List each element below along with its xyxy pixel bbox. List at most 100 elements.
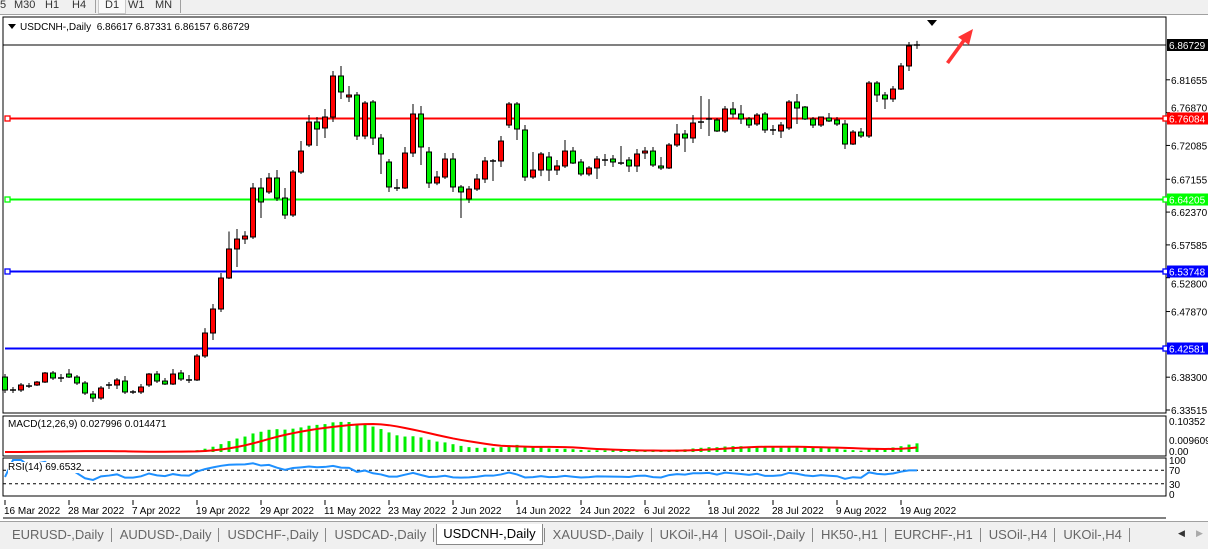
price-tick-label: 6.47870 bbox=[1171, 308, 1208, 319]
candle-bullish bbox=[226, 248, 232, 279]
candle-bullish bbox=[506, 103, 512, 126]
candle-bullish bbox=[778, 124, 784, 132]
tab-separator bbox=[811, 528, 813, 542]
chart-canvas[interactable]: 6.81655 6.76870 6.72085 6.67155 6.62370 6.575… bbox=[0, 0, 1208, 521]
candle-bullish bbox=[210, 308, 216, 334]
chart-tab[interactable]: EURCHF-,H1 bbox=[894, 527, 973, 542]
date-tick-label: 29 Apr 2022 bbox=[260, 506, 314, 517]
date-tick-label: 18 Jul 2022 bbox=[708, 506, 760, 517]
price-tick-label: 6.52800 bbox=[1171, 280, 1208, 291]
candle-bullish bbox=[890, 88, 896, 100]
timeframe-mn[interactable]: MN bbox=[155, 0, 173, 11]
chart-tab[interactable]: USDCAD-,Daily bbox=[334, 527, 427, 542]
candle-bullish bbox=[434, 176, 440, 184]
date-tick-label: 7 Apr 2022 bbox=[132, 506, 181, 517]
chart-tab[interactable]: USOil-,Daily bbox=[734, 527, 805, 542]
candle-bearish bbox=[826, 117, 832, 122]
candle-bearish bbox=[514, 103, 520, 130]
timeframe-h1[interactable]: H1 bbox=[45, 0, 60, 11]
candle-bullish bbox=[298, 150, 304, 173]
candle-bearish bbox=[762, 113, 768, 131]
rsi-axis-label: 100 bbox=[1169, 456, 1186, 467]
candle-bearish bbox=[874, 82, 880, 96]
tab-separator bbox=[218, 528, 220, 542]
candle-bullish bbox=[242, 235, 248, 240]
price-tick-label: 6.81655 bbox=[1171, 76, 1208, 87]
level-handle[interactable] bbox=[4, 115, 11, 122]
candle-bearish bbox=[858, 131, 864, 137]
tab-separator bbox=[1054, 528, 1056, 542]
rsi-axis-label: 30 bbox=[1169, 480, 1181, 491]
chart-tab[interactable]: USDCHF-,Daily bbox=[227, 527, 319, 542]
macd-axis-label: 0.009609 bbox=[1169, 436, 1208, 447]
candle-bearish bbox=[178, 372, 184, 380]
candle-bearish bbox=[882, 94, 888, 100]
chart-tabs: EURUSD-,Daily AUDUSD-,Daily USDCHF-,Daily U… bbox=[0, 521, 1208, 549]
symbol-label: USDCNH-,Daily bbox=[20, 22, 92, 33]
chart-tab[interactable]: HK50-,H1 bbox=[820, 527, 879, 542]
candle-bearish bbox=[658, 165, 664, 169]
date-tick-label: 23 May 2022 bbox=[388, 506, 446, 517]
timeframe-w1[interactable]: W1 bbox=[128, 0, 145, 11]
macd-axis-label: 0.00 bbox=[1169, 447, 1189, 458]
candle-bullish bbox=[202, 332, 208, 357]
date-tick-label: 28 Jul 2022 bbox=[772, 506, 824, 517]
level-price-label: 6.53748 bbox=[1169, 268, 1206, 279]
candle-bearish bbox=[626, 159, 632, 167]
timeframe-d1[interactable]: D1 bbox=[98, 0, 127, 14]
candle-bullish bbox=[98, 387, 104, 399]
candle-bullish bbox=[498, 140, 504, 162]
level-price-label: 6.64205 bbox=[1169, 196, 1206, 207]
candle-bullish bbox=[266, 177, 272, 193]
candle-bearish bbox=[282, 197, 288, 216]
candle-bullish bbox=[194, 355, 200, 381]
candle-bearish bbox=[122, 380, 128, 393]
date-tick-label: 28 Mar 2022 bbox=[68, 506, 125, 517]
candle-bearish bbox=[578, 161, 584, 175]
candle-bearish bbox=[90, 393, 96, 399]
timeframe-m30[interactable]: M30 bbox=[14, 0, 36, 11]
candle-bullish bbox=[898, 65, 904, 90]
candle-bullish bbox=[410, 113, 416, 154]
candle-bearish bbox=[546, 156, 552, 171]
candle-bullish bbox=[754, 114, 760, 125]
chart-tab[interactable]: UKOil-,H4 bbox=[659, 527, 719, 542]
price-tick-label: 6.33515 bbox=[1171, 406, 1208, 417]
candle-bullish bbox=[554, 165, 560, 171]
candle-bearish bbox=[82, 382, 88, 394]
candle-bearish bbox=[650, 150, 656, 166]
chart-tab[interactable]: USOil-,H4 bbox=[988, 527, 1048, 542]
candle-bullish bbox=[170, 373, 176, 385]
candle-bearish bbox=[154, 373, 160, 382]
candle-bearish bbox=[66, 373, 72, 378]
candle-bullish bbox=[114, 379, 120, 386]
candle-bearish bbox=[682, 133, 688, 139]
level-handle[interactable] bbox=[4, 268, 11, 275]
scroll-left-icon[interactable]: ◀ bbox=[1178, 528, 1185, 538]
candle-bullish bbox=[690, 122, 696, 139]
chart-tab[interactable]: UKOil-,H4 bbox=[1063, 527, 1122, 542]
level-price-label: 6.42581 bbox=[1169, 345, 1206, 356]
timeframe-h4[interactable]: H4 bbox=[72, 0, 87, 11]
price-tick-label: 6.62370 bbox=[1171, 208, 1208, 219]
candle-bullish bbox=[594, 158, 600, 169]
level-handle[interactable] bbox=[4, 196, 11, 203]
chart-header: USDCNH-,Daily 6.86617 6.87331 6.86157 6.… bbox=[8, 22, 250, 33]
candle-bearish bbox=[386, 161, 392, 188]
collapse-triangle-icon[interactable] bbox=[8, 24, 16, 29]
date-tick-label: 16 Mar 2022 bbox=[4, 506, 61, 517]
chart-tab[interactable]: USDCNH-,Daily bbox=[436, 524, 543, 545]
candle-bearish bbox=[834, 119, 840, 125]
candle-bullish bbox=[346, 94, 352, 98]
price-tick-label: 6.57585 bbox=[1171, 241, 1208, 252]
chart-shift-marker-icon[interactable] bbox=[927, 20, 937, 26]
chart-tab[interactable]: XAUUSD-,Daily bbox=[552, 527, 644, 542]
candle-bullish bbox=[786, 101, 792, 129]
chart-tab[interactable]: AUDUSD-,Daily bbox=[119, 527, 212, 542]
candle-bullish bbox=[562, 150, 568, 167]
chart-tab[interactable]: EURUSD-,Daily bbox=[12, 527, 104, 542]
timeframe-5[interactable]: 5 bbox=[0, 0, 7, 11]
candle-bullish bbox=[674, 133, 680, 146]
scroll-right-icon[interactable]: ▶ bbox=[1196, 528, 1203, 538]
current-price-tag bbox=[1167, 39, 1208, 51]
